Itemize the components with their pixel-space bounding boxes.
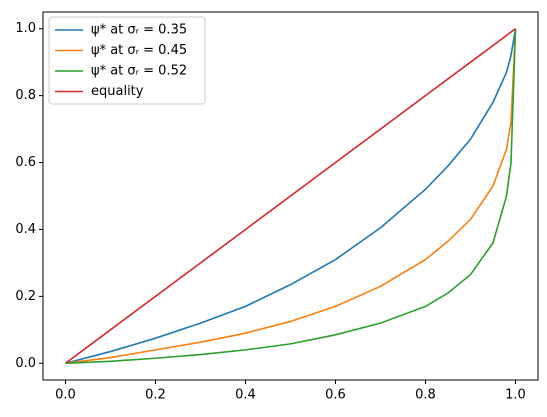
- legend-label: ψ* at σᵣ = 0.52: [91, 64, 187, 79]
- x-tick-label: 0.4: [235, 388, 256, 403]
- y-tick-label: 0.4: [15, 222, 36, 237]
- series-line: [65, 28, 517, 365]
- legend-label: equality: [91, 84, 144, 99]
- y-tick-label: 0.6: [15, 155, 36, 170]
- y-tick-label: 0.2: [15, 289, 36, 304]
- legend-label: ψ* at σᵣ = 0.45: [91, 43, 187, 58]
- legend-box: [48, 16, 206, 105]
- series-line: [65, 28, 516, 364]
- x-tick-label: 0.6: [325, 388, 346, 403]
- legend-label: ψ* at σᵣ = 0.35: [91, 23, 187, 38]
- plot-frame: [42, 11, 539, 381]
- x-tick-label: 0.0: [55, 388, 76, 403]
- series-line: [65, 28, 517, 365]
- y-tick-label: 0.0: [15, 356, 36, 371]
- series-line: [65, 28, 517, 365]
- x-tick-label: 1.0: [505, 388, 526, 403]
- y-tick-label: 1.0: [15, 21, 36, 36]
- x-tick-label: 0.8: [415, 388, 436, 403]
- y-tick-label: 0.8: [15, 88, 36, 103]
- x-tick-label: 0.2: [145, 388, 166, 403]
